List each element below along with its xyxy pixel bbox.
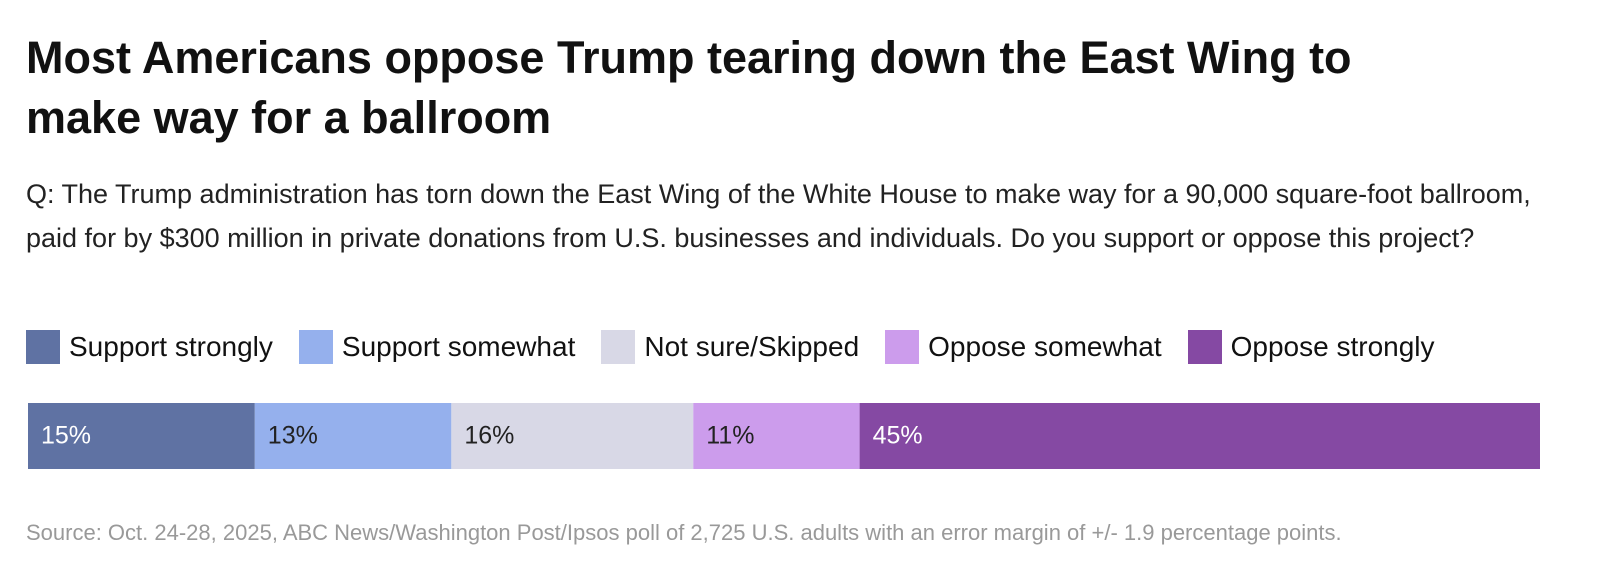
- bar-segment: [693, 403, 860, 469]
- legend-swatch: [26, 330, 60, 364]
- chart-title: Most Americans oppose Trump tearing down…: [26, 32, 1352, 143]
- legend-swatch: [601, 330, 636, 364]
- legend: Support strongly Support somewhat Not sure…: [26, 330, 1435, 364]
- legend-swatch: [885, 330, 920, 364]
- value-label: 11%: [706, 422, 754, 450]
- legend-item: Support somewhat: [298, 330, 576, 364]
- legend-label: Oppose strongly: [1230, 331, 1435, 362]
- bar-segment: [859, 403, 1540, 469]
- legend-item: Oppose strongly: [1187, 330, 1435, 364]
- bar-segment: [28, 403, 255, 469]
- legend-label: Support somewhat: [341, 331, 576, 362]
- chart-subtitle: Q: The Trump administration has torn dow…: [26, 179, 1531, 253]
- value-label: 45%: [873, 422, 923, 450]
- value-label: 16%: [464, 422, 514, 450]
- legend-swatch: [298, 330, 333, 364]
- bar-segment: [254, 403, 452, 469]
- source-note: Source: Oct. 24-28, 2025, ABC News/Washi…: [26, 520, 1342, 545]
- legend-label: Support strongly: [69, 331, 273, 362]
- bar-segment: [451, 403, 694, 469]
- chart: 15% 13% 16% 11% 45%: [28, 403, 1540, 469]
- legend-item: Not sure/Skipped: [601, 330, 859, 364]
- legend-item: Support strongly: [26, 330, 273, 364]
- legend-swatch: [1187, 330, 1222, 364]
- legend-label: Oppose somewhat: [928, 331, 1162, 362]
- value-label: 15%: [41, 422, 91, 450]
- legend-label: Not sure/Skipped: [644, 331, 860, 362]
- value-label: 13%: [268, 422, 318, 450]
- legend-item: Oppose somewhat: [885, 330, 1162, 364]
